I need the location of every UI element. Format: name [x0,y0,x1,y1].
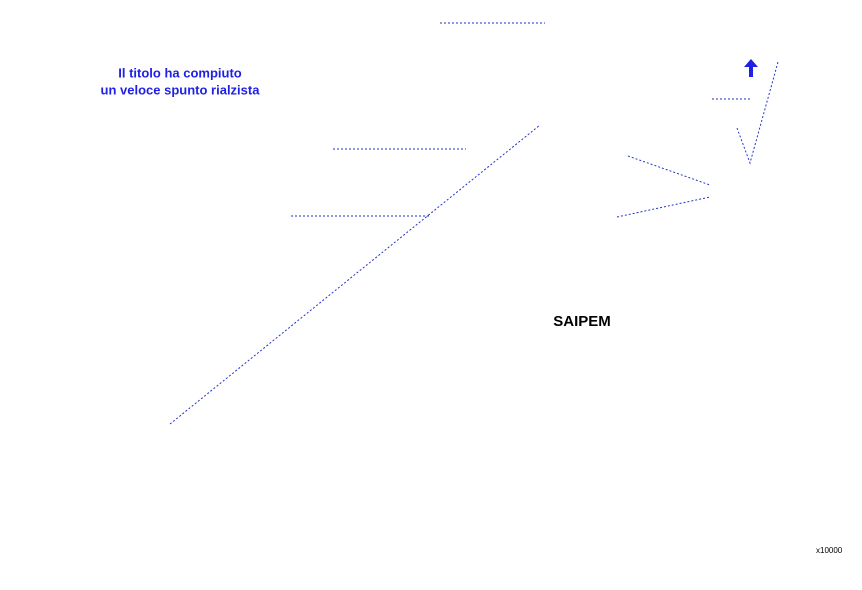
trend-line [169,124,541,425]
up-arrow [744,59,758,77]
annotation-text: un veloce spunto rialzista [101,82,261,97]
chart-title: SAIPEM [553,313,611,330]
y-unit-label: x10000 [816,546,843,555]
annotation-text: Il titolo ha compiuto [118,65,242,80]
projection-line [736,61,779,165]
triangle-line [627,155,711,186]
annotation-lines [169,22,779,425]
arrow-head [744,59,758,67]
arrow-shaft [749,66,753,77]
